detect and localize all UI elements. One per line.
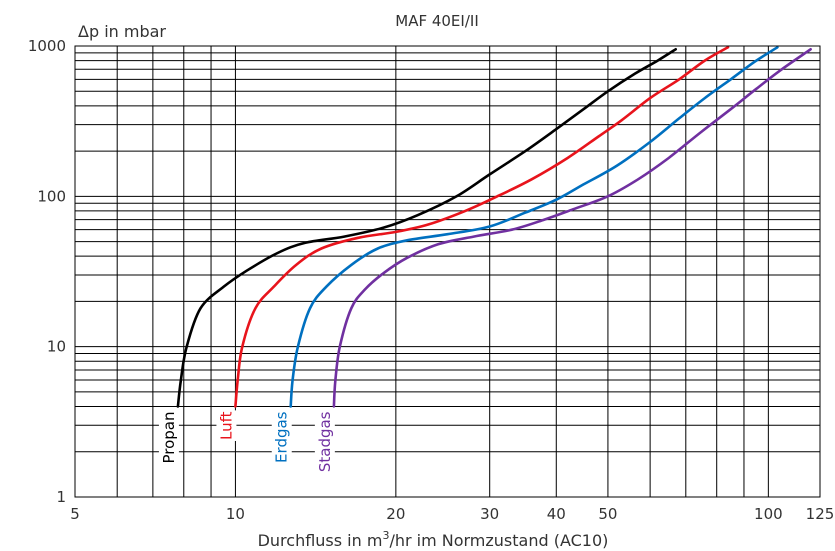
series-line-erdgas xyxy=(289,46,779,408)
series-label-stadgas: Stadgas xyxy=(316,411,334,472)
series-lines xyxy=(176,46,812,408)
x-tick-label: 40 xyxy=(547,505,566,523)
x-tick-label: 10 xyxy=(226,505,245,523)
x-tick-label: 20 xyxy=(386,505,405,523)
y-tick-label: 1 xyxy=(56,488,66,506)
plot-frame xyxy=(74,45,821,498)
x-tick-labels: 5 10 20 30 40 50 100 125 xyxy=(70,505,834,523)
x-axis-label-superscript: 3 xyxy=(382,529,389,542)
y-tick-label: 10 xyxy=(47,338,66,356)
series-label-erdgas: Erdgas xyxy=(273,411,291,463)
x-axis-label-prefix: Durchfluss in m xyxy=(258,531,383,550)
y-tick-label: 1000 xyxy=(28,37,66,55)
x-tick-label: 30 xyxy=(480,505,499,523)
x-tick-label: 50 xyxy=(598,505,617,523)
x-tick-label: 125 xyxy=(806,505,835,523)
chart-title: MAF 40EI/II xyxy=(395,12,479,30)
y-axis-label: Δp in mbar xyxy=(78,22,166,41)
series-label-luft: Luft xyxy=(217,411,235,440)
series-labels: Propan Luft Erdgas Stadgas xyxy=(158,410,335,474)
series-line-stadgas xyxy=(332,48,812,408)
series-label-background xyxy=(216,410,237,441)
x-tick-label: 100 xyxy=(754,505,783,523)
grid xyxy=(75,45,821,497)
series-label-propan: Propan xyxy=(160,411,178,463)
series-label-background xyxy=(271,410,292,464)
series-label-background xyxy=(158,410,179,465)
y-tick-label: 100 xyxy=(37,187,66,205)
series-line-propan xyxy=(176,48,677,408)
series-label-background xyxy=(314,410,335,474)
series-line-luft xyxy=(234,46,730,408)
x-axis-label-suffix: /hr im Normzustand (AC10) xyxy=(389,531,608,550)
x-tick-label: 5 xyxy=(70,505,80,523)
y-tick-labels: 1 10 100 1000 xyxy=(28,37,66,506)
x-axis-label: Durchfluss in m3/hr im Normzustand (AC10… xyxy=(258,529,609,550)
